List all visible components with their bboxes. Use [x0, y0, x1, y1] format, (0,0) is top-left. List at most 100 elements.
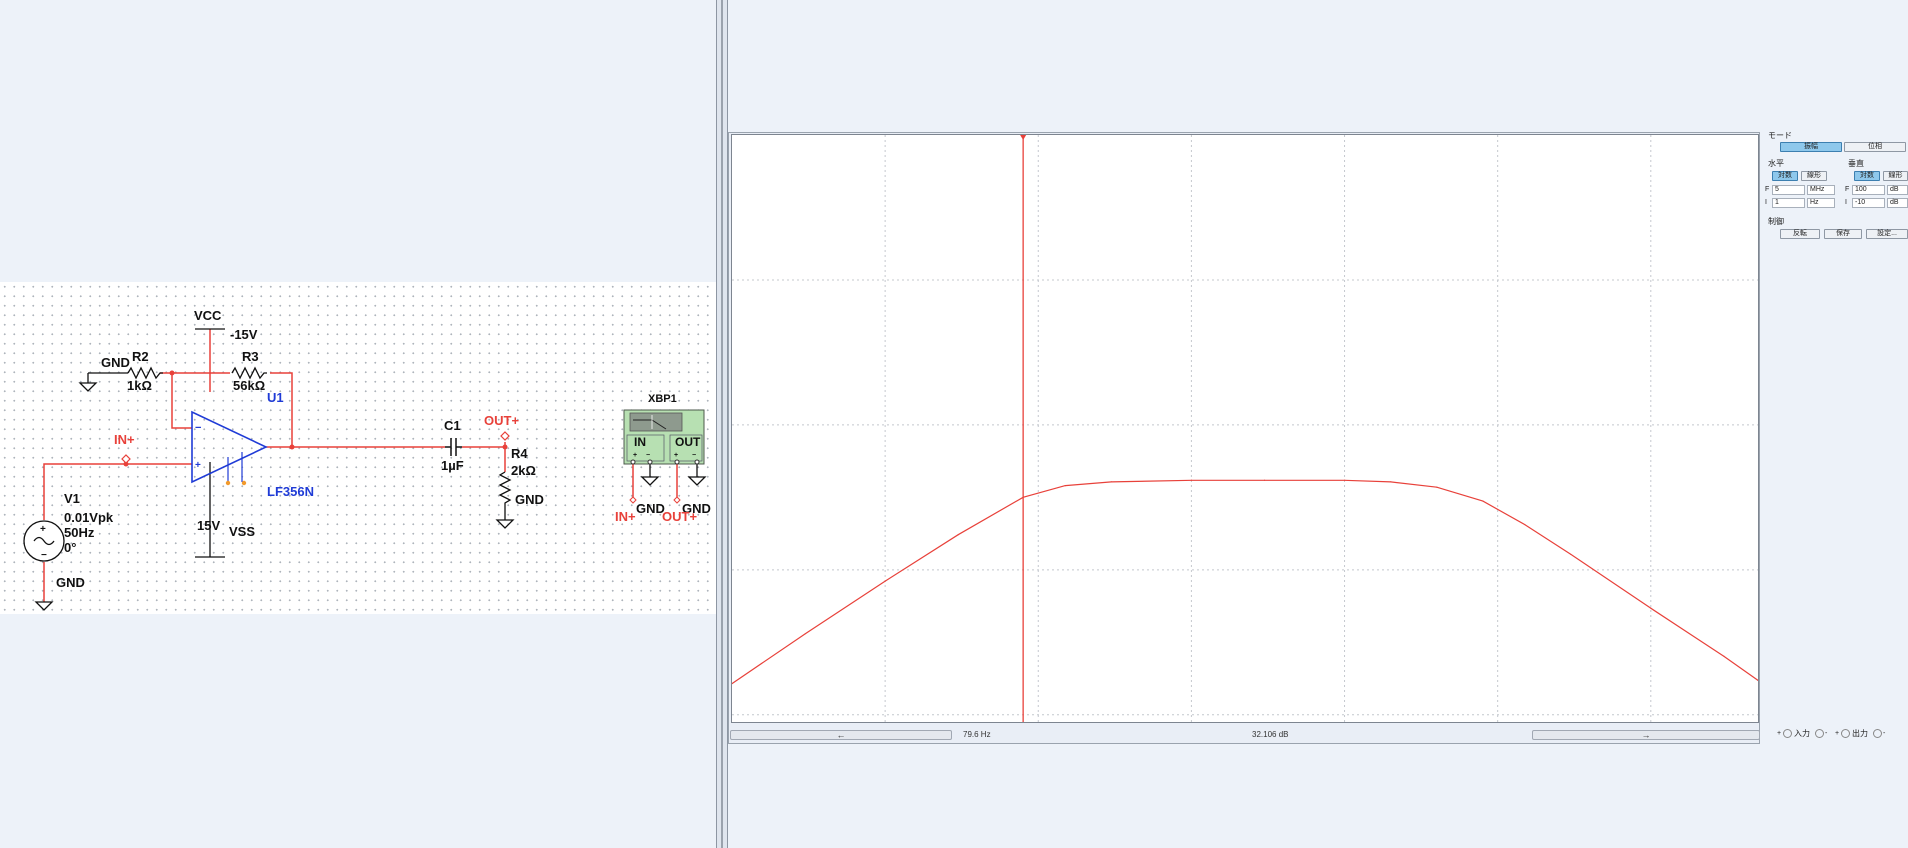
- horizontal-label: 水平: [1768, 159, 1784, 168]
- label-r2: R2: [132, 349, 149, 364]
- cursor-frequency-readout: 79.6 Hz: [963, 730, 991, 739]
- label-r3-value: 56kΩ: [233, 378, 265, 393]
- label-lf356n: LF356N: [267, 484, 314, 499]
- phase-button[interactable]: 位相: [1844, 142, 1906, 152]
- input-plus-terminal-icon[interactable]: [1783, 729, 1792, 738]
- label-v1-freq: 50Hz: [64, 525, 95, 540]
- svg-text:+: +: [674, 452, 678, 459]
- label-c1: C1: [444, 418, 461, 433]
- output-plus-terminal-icon[interactable]: [1841, 729, 1850, 738]
- schematic-canvas[interactable]: [0, 282, 716, 614]
- wire-c1-out[interactable]: [462, 446, 506, 472]
- label-gnd-xbp-out: GND: [682, 501, 711, 516]
- input-plus-sign: +: [1777, 730, 1782, 737]
- label-xbp1: XBP1: [648, 393, 677, 405]
- output-minus-terminal-icon[interactable]: [1873, 729, 1882, 738]
- probe-out[interactable]: [500, 431, 510, 441]
- cursor-readout-bar: ← 79.6 Hz 32.106 dB →: [730, 728, 1760, 742]
- h-final-unit[interactable]: MHz: [1807, 185, 1835, 195]
- output-minus-sign: -: [1883, 730, 1886, 737]
- cursor-gain-readout: 32.106 dB: [1252, 730, 1289, 739]
- save-button[interactable]: 保存: [1824, 229, 1862, 239]
- plot-curve-layer: [731, 479, 1759, 685]
- gain-curve-point: [731, 682, 733, 685]
- h-init-unit[interactable]: Hz: [1807, 198, 1835, 208]
- probe-xbp-out[interactable]: [673, 496, 681, 504]
- ac-source-v1[interactable]: + −: [23, 520, 65, 562]
- h-final-value[interactable]: 5: [1772, 185, 1805, 195]
- arrow-left-icon: ←: [836, 730, 846, 740]
- wire-r3-out[interactable]: [270, 372, 293, 447]
- h-log-button[interactable]: 対数: [1772, 171, 1798, 181]
- label-vcc: VCC: [194, 308, 222, 323]
- gain-curve-point: [1390, 481, 1392, 483]
- h-init-prefix: I: [1765, 199, 1767, 206]
- label-v1-amp: 0.01Vpk: [64, 510, 114, 525]
- label-vss-value: 15V: [197, 518, 220, 533]
- input-label: 入力: [1794, 729, 1810, 738]
- h-final-prefix: F: [1765, 186, 1770, 193]
- settings-button[interactable]: 設定...: [1866, 229, 1908, 239]
- v-init-unit[interactable]: dB: [1887, 198, 1908, 208]
- gain-curve-point: [1190, 479, 1193, 481]
- v-log-button[interactable]: 対数: [1854, 171, 1880, 181]
- gain-curve-point: [1723, 655, 1725, 657]
- output-label: 出力: [1852, 729, 1868, 738]
- arrow-right-icon: →: [1641, 730, 1651, 740]
- svg-text:+: +: [40, 524, 46, 535]
- opamp-u1[interactable]: [191, 410, 268, 486]
- opamp-minus: −: [195, 422, 201, 434]
- cursor-left-button[interactable]: ←: [730, 730, 952, 740]
- gain-curve-point: [1263, 479, 1266, 481]
- h-init-value[interactable]: 1: [1772, 198, 1805, 208]
- label-r4-value: 2kΩ: [511, 463, 536, 478]
- bode-plot-area[interactable]: [731, 134, 1759, 723]
- cursor-right-button[interactable]: →: [1532, 730, 1760, 740]
- resistor-r3[interactable]: [231, 366, 267, 380]
- bode-plot-svg[interactable]: [731, 135, 1759, 722]
- label-v1-phase: 0°: [64, 540, 76, 555]
- v-lin-button[interactable]: 線形: [1883, 171, 1908, 181]
- schematic-drawing[interactable]: − + + − + − + − VCC -15V GND R2 1kΩ: [0, 282, 716, 614]
- resistor-r2[interactable]: [127, 366, 163, 380]
- plot-cursor-layer: [1020, 135, 1027, 722]
- label-in-probe: IN+: [114, 432, 135, 447]
- probe-xbp-in[interactable]: [629, 496, 637, 504]
- v-final-value[interactable]: 100: [1852, 185, 1885, 195]
- probe-in[interactable]: [121, 454, 131, 464]
- h-lin-button[interactable]: 線形: [1801, 171, 1827, 181]
- magnitude-button[interactable]: 振幅: [1780, 142, 1842, 152]
- label-u1: U1: [267, 390, 284, 405]
- gain-curve-series-0: [731, 479, 1759, 685]
- split-divider-line: [721, 0, 723, 848]
- capacitor-c1[interactable]: [445, 438, 462, 456]
- wire-feedback[interactable]: [171, 373, 192, 429]
- label-xbp-out: OUT: [675, 435, 701, 449]
- label-gnd-r4: GND: [515, 492, 544, 507]
- gain-curve-point: [1482, 500, 1484, 502]
- svg-text:−: −: [692, 452, 696, 459]
- input-minus-terminal-icon[interactable]: [1815, 729, 1824, 738]
- v-final-unit[interactable]: dB: [1887, 185, 1908, 195]
- mode-label: モード: [1768, 131, 1792, 140]
- gain-curve-point: [1110, 481, 1112, 483]
- label-vcc-value: -15V: [230, 327, 258, 342]
- label-r2-value: 1kΩ: [127, 378, 152, 393]
- plot-grid: [732, 135, 1758, 722]
- label-gnd-v1: GND: [56, 575, 85, 590]
- v-final-prefix: F: [1845, 186, 1850, 193]
- reverse-button[interactable]: 反転: [1780, 229, 1820, 239]
- wire-input[interactable]: [43, 463, 192, 520]
- resistor-r4[interactable]: [498, 471, 512, 507]
- bode-control-panel: モード 振幅 位相 水平 垂直 対数 線形 対数 線形 F 5 MHz F 10…: [1762, 128, 1908, 748]
- gain-curve-point: [1570, 553, 1572, 556]
- label-vss: VSS: [229, 524, 255, 539]
- svg-text:−: −: [646, 452, 650, 459]
- output-plus-sign: +: [1835, 730, 1840, 737]
- input-minus-sign: -: [1825, 730, 1828, 737]
- opamp-plus: +: [195, 460, 201, 471]
- bode-plotter-xbp1[interactable]: + − + −: [623, 409, 705, 465]
- svg-text:−: −: [41, 550, 47, 561]
- vertical-label: 垂直: [1848, 159, 1864, 168]
- v-init-value[interactable]: -10: [1852, 198, 1885, 208]
